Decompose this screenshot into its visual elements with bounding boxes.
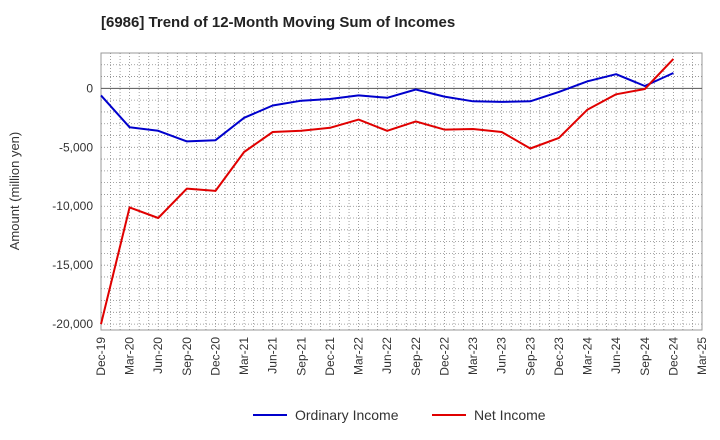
x-tick-label: Sep-22 [409,337,423,376]
x-tick-label: Mar-25 [695,337,709,375]
y-tick-label: -5,000 [59,140,93,154]
x-tick-label: Mar-21 [237,337,251,375]
x-tick-label: Mar-22 [352,337,366,375]
x-tick-label: Dec-22 [437,337,451,376]
x-tick-label: Sep-21 [294,337,308,376]
x-tick-label: Jun-21 [266,337,280,374]
x-tick-label: Sep-20 [180,337,194,376]
y-tick-label: 0 [86,81,93,95]
series-line-ordinary-income [100,72,674,143]
vertical-gridlines [110,53,693,330]
y-tick-label: -10,000 [52,199,93,213]
chart-title: [6986] Trend of 12-Month Moving Sum of I… [101,14,456,31]
legend: Ordinary Income Net Income [253,407,546,423]
x-tick-label: Dec-20 [208,337,222,376]
x-tick-label: Sep-24 [638,337,652,376]
series-layer [100,58,675,325]
x-tick-label: Jun-20 [151,337,165,374]
y-tick-label: -15,000 [52,258,93,272]
x-tick-label: Mar-24 [581,337,595,375]
x-tick-label: Dec-19 [94,337,108,376]
series-line-net-income [100,58,675,325]
horizontal-gridlines [101,64,702,325]
x-tick-label: Mar-23 [466,337,480,375]
plot-area [100,52,703,331]
x-tick-label: Jun-22 [380,337,394,374]
y-tick-label: -20,000 [52,317,93,331]
x-tick-label: Sep-23 [523,337,537,376]
x-tick-label: Dec-23 [552,337,566,376]
x-tick-label: Dec-21 [323,337,337,376]
legend-label: Ordinary Income [295,407,399,423]
x-axis-ticks: Dec-19 Mar-20 Jun-20 Sep-20 Dec-20 Mar-21 Jun-… [94,337,709,376]
y-axis-label: Amount (million yen) [7,132,22,251]
y-axis-ticks: 0 -5,000 -10,000 -15,000 -20,000 [52,81,93,331]
x-tick-label: Mar-20 [123,337,137,375]
x-tick-label: Jun-24 [609,337,623,374]
x-tick-label: Dec-24 [666,337,680,376]
legend-label: Net Income [474,407,546,423]
x-tick-label: Jun-23 [495,337,509,374]
